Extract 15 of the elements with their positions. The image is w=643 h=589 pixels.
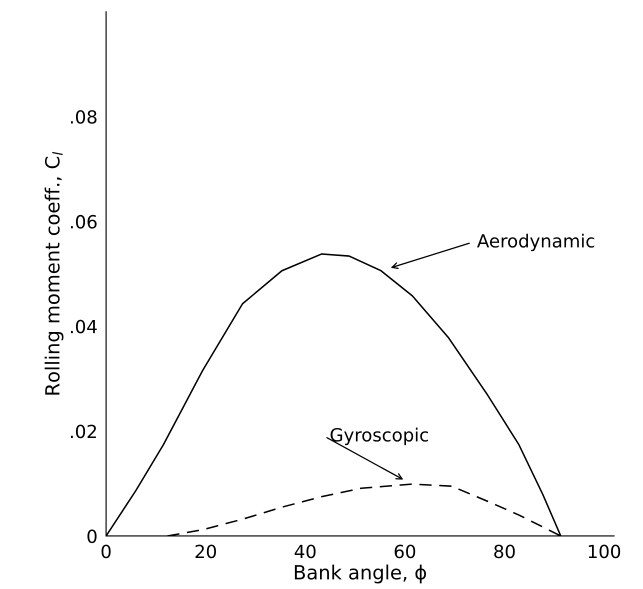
x-axis-title: Bank angle, ϕ <box>294 564 426 584</box>
x-tick-label: 0 <box>102 544 111 558</box>
y-tick-label: 0 <box>87 529 97 544</box>
y-tick-label: .06 <box>70 214 97 229</box>
y-tick-label: .08 <box>70 110 97 124</box>
x-tick-label: 60 <box>394 544 416 558</box>
y-axis-title: Rolling moment coeff., C$_{l}$ <box>44 152 64 395</box>
annotation: Gyroscopic <box>330 428 428 446</box>
x-tick-label: 20 <box>196 544 216 558</box>
x-tick-label: 40 <box>294 544 316 558</box>
x-tick-label: 100 <box>588 544 620 558</box>
y-tick-label: .04 <box>70 320 97 334</box>
y-tick-label: .02 <box>70 424 96 438</box>
annotation: Aerodynamic <box>477 234 594 252</box>
x-tick-label: 80 <box>494 544 515 558</box>
